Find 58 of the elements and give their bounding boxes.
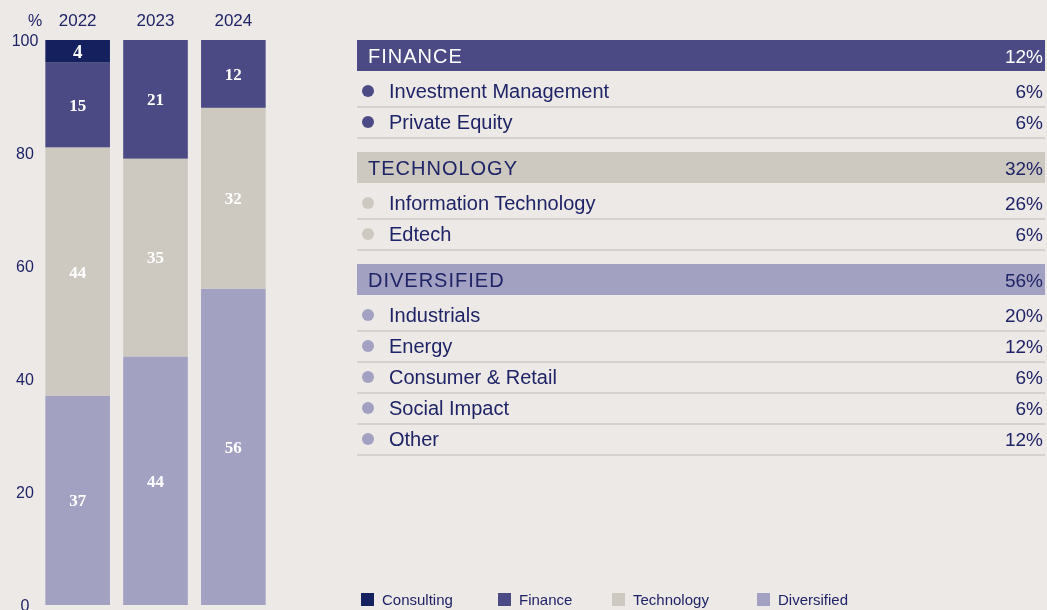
- category-label: Investment Management: [389, 80, 610, 102]
- bar: [201, 40, 266, 108]
- text: 6%: [1015, 80, 1043, 102]
- text: 6%: [1015, 111, 1043, 133]
- data-label: 44: [147, 471, 165, 491]
- data-label: 56: [224, 437, 242, 457]
- category-label: Energy: [389, 335, 453, 357]
- text: 26%: [1004, 192, 1043, 214]
- legend-label: Consulting: [382, 591, 453, 608]
- bar: [201, 288, 266, 605]
- category-label: Information Technology: [389, 192, 596, 214]
- text: 12%: [1004, 428, 1043, 450]
- category-label: Other: [389, 428, 440, 450]
- data-label: 4: [72, 40, 83, 62]
- legend-label: Technology: [633, 591, 710, 608]
- data-label: 44: [69, 262, 87, 282]
- text: 6%: [1015, 366, 1043, 388]
- data-label: 32: [224, 189, 242, 209]
- text: 12%: [1004, 45, 1043, 67]
- text: 32%: [1004, 157, 1043, 179]
- data-label: 37: [69, 491, 87, 511]
- x-tick-label: 2023: [136, 11, 175, 30]
- x-tick-label: 2024: [214, 11, 253, 30]
- bar: [201, 107, 266, 289]
- y-axis-title: %: [27, 12, 43, 29]
- category-label: Industrials: [389, 304, 481, 326]
- y-tick-label: 0: [20, 596, 30, 610]
- y-tick-label: 80: [16, 144, 34, 162]
- bar: [123, 40, 188, 159]
- data-label: 15: [69, 95, 87, 115]
- data-label: 35: [147, 248, 164, 268]
- text: 6%: [1015, 223, 1043, 245]
- y-tick-label: 100: [11, 31, 39, 49]
- text: TECHNOLOGY: [368, 157, 519, 179]
- y-tick-label: 60: [16, 257, 34, 275]
- text: FINANCE: [368, 45, 463, 67]
- category-label: Edtech: [389, 223, 452, 245]
- text: 12%: [1004, 335, 1043, 357]
- bar: [123, 356, 188, 605]
- category-label: Private Equity: [389, 111, 513, 133]
- y-tick-label: 20: [16, 483, 34, 501]
- text: DIVERSIFIED: [368, 269, 505, 291]
- text: 20%: [1004, 304, 1043, 326]
- y-tick-label: 40: [16, 370, 34, 388]
- bar: [45, 395, 110, 605]
- legend-label: Finance: [519, 591, 573, 608]
- category-label: Consumer & Retail: [389, 366, 557, 388]
- legend-label: Diversified: [778, 591, 849, 608]
- text: 6%: [1015, 397, 1043, 419]
- category-label: Social Impact: [389, 397, 510, 419]
- text: 56%: [1004, 269, 1043, 291]
- bar: [123, 158, 188, 357]
- bar: [45, 40, 110, 63]
- data-label: 21: [147, 90, 164, 110]
- x-tick-label: 2022: [58, 11, 97, 30]
- bar: [45, 62, 110, 148]
- bar: [45, 147, 110, 396]
- data-label: 12: [224, 64, 242, 84]
